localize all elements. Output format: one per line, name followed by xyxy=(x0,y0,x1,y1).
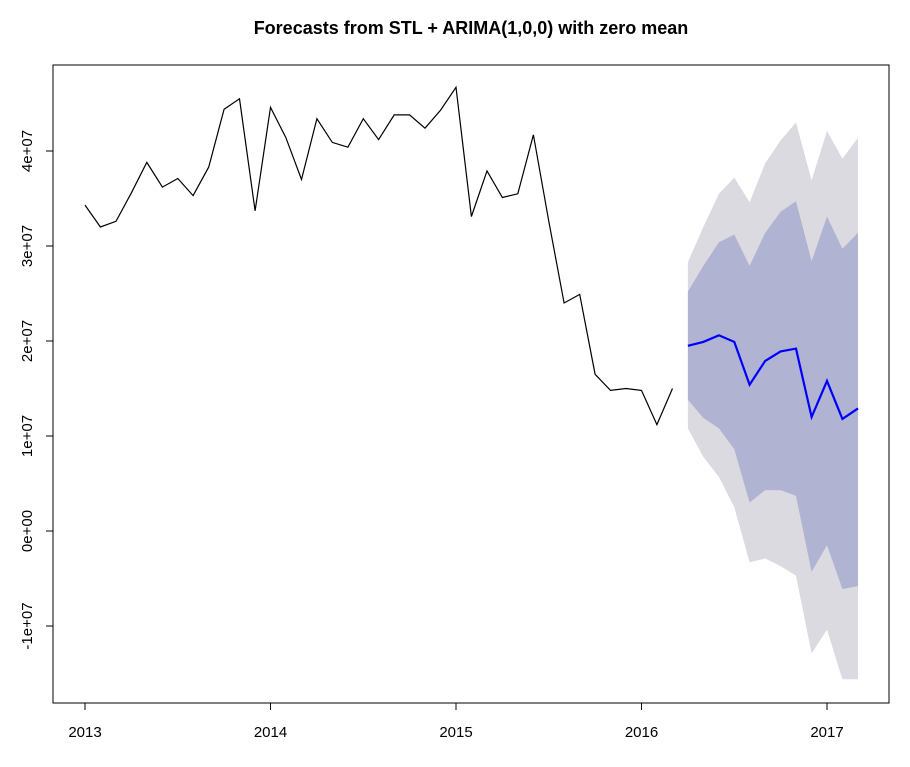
forecast-series-line xyxy=(687,334,859,421)
y-tick-label: -1e+07 xyxy=(19,602,36,649)
chart-title: Forecasts from STL + ARIMA(1,0,0) with z… xyxy=(254,18,689,38)
x-tick-label: 2016 xyxy=(625,724,658,741)
historical-series-line xyxy=(84,85,674,427)
y-tick-label: 2e+07 xyxy=(19,320,36,362)
y-tick-label: 3e+07 xyxy=(19,225,36,267)
series-lines xyxy=(84,85,859,427)
band-80 xyxy=(687,201,858,590)
x-axis: 2013 2014 2015 2016 2017 xyxy=(68,702,844,741)
x-tick-label: 2015 xyxy=(439,724,472,741)
y-tick-label: 0e+00 xyxy=(19,510,36,552)
y-tick-label: 1e+07 xyxy=(19,415,36,457)
x-tick-label: 2013 xyxy=(68,724,101,741)
x-tick-label: 2014 xyxy=(254,724,287,741)
y-tick-label: 4e+07 xyxy=(19,130,36,172)
x-tick-label: 2017 xyxy=(810,724,843,741)
prediction-bands xyxy=(687,122,858,680)
y-axis: -1e+07 0e+00 1e+07 2e+07 3e+07 4e+07 xyxy=(19,130,54,650)
